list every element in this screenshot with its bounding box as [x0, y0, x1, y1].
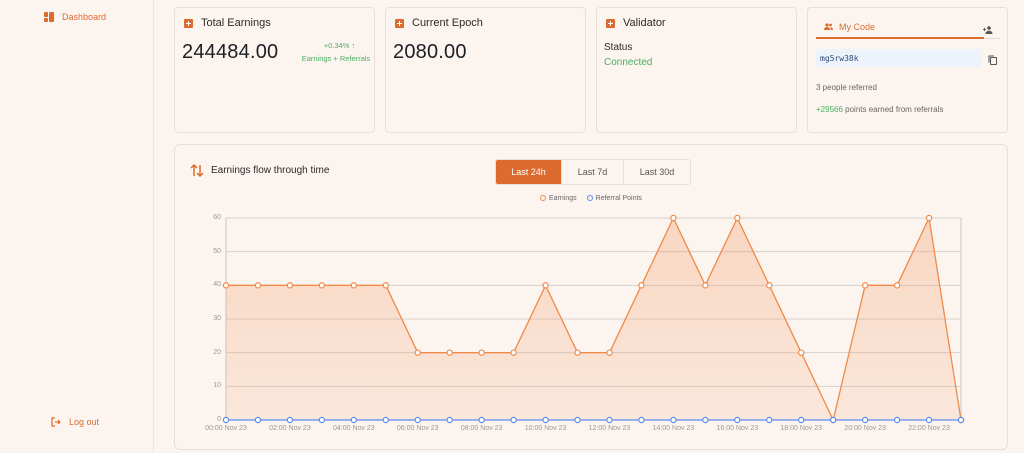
copy-icon [988, 55, 997, 65]
time-range-tabs: Last 24h Last 7d Last 30d [495, 159, 691, 185]
copy-button[interactable] [988, 52, 997, 70]
logout-label: Log out [69, 417, 100, 427]
sidebar-item-dashboard[interactable]: Dashboard [44, 12, 106, 22]
referral-code-field[interactable]: mg5rw38k [816, 49, 981, 67]
total-earnings-value: 244484.00 [182, 41, 279, 63]
card-title: Validator [623, 17, 666, 29]
card-title: Total Earnings [201, 17, 271, 29]
current-epoch-card: Current Epoch 2080.00 [385, 7, 586, 133]
earnings-change: +0.34% ↑ [323, 41, 356, 50]
add-person-icon [983, 26, 993, 34]
current-epoch-value: 2080.00 [393, 41, 467, 63]
arrows-up-down-icon [190, 164, 204, 177]
logout-button[interactable]: Log out [51, 417, 99, 427]
chart-legend: Earnings Referral Points [540, 195, 642, 202]
legend-dot-icon [586, 195, 593, 201]
plus-icon [606, 18, 615, 28]
status-value: Connected [604, 57, 653, 68]
tab-last-7d[interactable]: Last 7d [562, 160, 624, 184]
people-referred: 3 people referred [816, 83, 877, 92]
plus-icon [184, 18, 193, 28]
chart-title: Earnings flow through time [211, 165, 330, 176]
referral-code: mg5rw38k [820, 53, 859, 63]
total-earnings-card: Total Earnings 244484.00 +0.34% ↑ Earnin… [174, 7, 375, 133]
earnings-note: Earnings + Referrals [301, 54, 371, 63]
tab-my-code[interactable]: My Code [816, 16, 984, 39]
validator-card: Validator Status Connected [596, 7, 797, 133]
chart-panel [174, 144, 1008, 450]
dashboard-icon [44, 12, 54, 22]
card-title: Current Epoch [412, 17, 483, 29]
add-person-button[interactable] [983, 21, 993, 39]
tab-label: My Code [839, 21, 876, 32]
logout-icon [51, 417, 61, 427]
legend-dot-icon [540, 195, 546, 201]
referral-card: My Code mg5rw38k 3 people referred +2956… [807, 7, 1008, 133]
tab-last-24h[interactable]: Last 24h [496, 160, 562, 184]
referral-points-value: +29566 [816, 105, 843, 114]
legend-referral-points[interactable]: Referral Points [586, 195, 642, 202]
referral-points-text: points earned from referrals [842, 105, 944, 114]
tab-last-30d[interactable]: Last 30d [624, 160, 690, 184]
status-label: Status [604, 42, 633, 53]
referral-points: +29566 points earned from referrals [816, 105, 943, 114]
legend-earnings[interactable]: Earnings [540, 195, 577, 202]
sidebar: Dashboard Log out [0, 0, 154, 453]
sidebar-item-label: Dashboard [62, 12, 107, 22]
chart-header: Earnings flow through time [190, 164, 329, 177]
people-icon [824, 23, 833, 30]
plus-icon [395, 18, 404, 28]
